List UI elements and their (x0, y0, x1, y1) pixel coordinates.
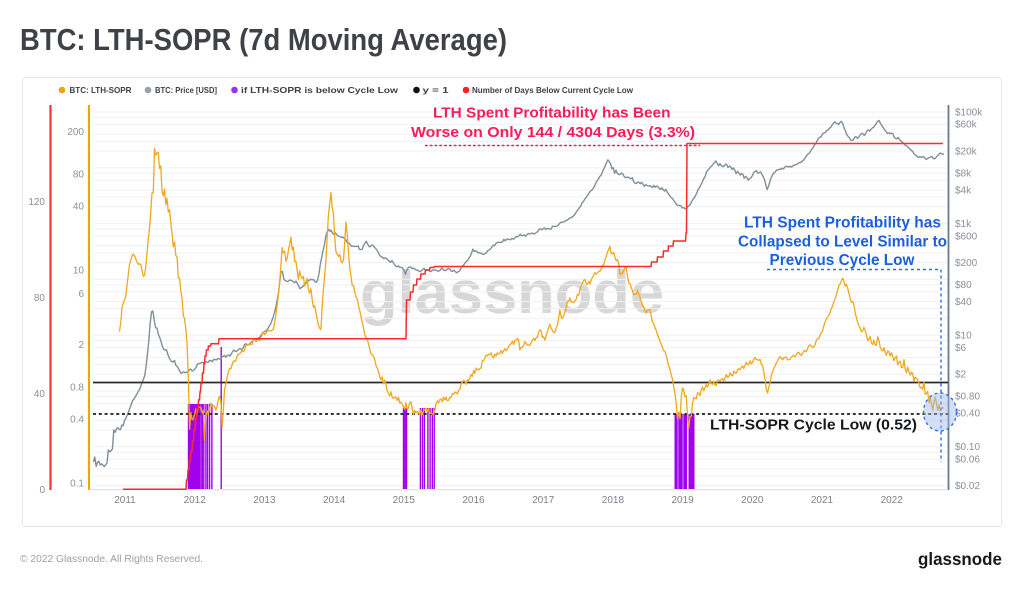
svg-text:2019: 2019 (671, 495, 694, 506)
svg-text:40: 40 (73, 202, 85, 213)
svg-text:Previous Cycle Low: Previous Cycle Low (770, 252, 916, 269)
svg-text:2014: 2014 (323, 495, 346, 506)
svg-text:80: 80 (73, 170, 85, 181)
svg-text:120: 120 (28, 197, 45, 208)
svg-text:LTH Spent Profitability has Be: LTH Spent Profitability has Been (433, 106, 671, 122)
svg-text:2020: 2020 (741, 495, 764, 506)
svg-text:2016: 2016 (462, 495, 485, 506)
svg-text:10: 10 (73, 266, 85, 277)
svg-text:0: 0 (39, 485, 45, 496)
svg-text:6: 6 (78, 289, 84, 300)
svg-text:© 2022 Glassnode. All Rights R: © 2022 Glassnode. All Rights Reserved. (20, 554, 203, 565)
svg-text:$2: $2 (955, 370, 967, 381)
svg-text:$80: $80 (955, 280, 972, 291)
svg-text:$40: $40 (955, 297, 972, 308)
svg-text:$0.06: $0.06 (955, 455, 980, 466)
svg-text:$8k: $8k (955, 169, 972, 180)
svg-text:2018: 2018 (602, 495, 625, 506)
svg-text:$100k: $100k (955, 107, 983, 118)
svg-text:2015: 2015 (393, 495, 416, 506)
svg-text:2017: 2017 (532, 495, 555, 506)
svg-text:y = 1: y = 1 (423, 85, 449, 95)
svg-text:40: 40 (34, 389, 46, 400)
svg-text:$1k: $1k (955, 219, 972, 230)
svg-text:$0.80: $0.80 (955, 392, 980, 403)
svg-text:$6: $6 (955, 343, 967, 354)
svg-text:LTH Spent Profitability has: LTH Spent Profitability has (744, 215, 941, 232)
svg-text:2011: 2011 (114, 495, 136, 506)
svg-text:$20k: $20k (955, 146, 978, 157)
svg-text:0.4: 0.4 (70, 414, 84, 425)
svg-text:LTH-SOPR Cycle Low (0.52): LTH-SOPR Cycle Low (0.52) (710, 417, 917, 434)
svg-text:200: 200 (67, 127, 84, 138)
svg-text:$10: $10 (955, 331, 972, 342)
svg-text:80: 80 (34, 293, 46, 304)
svg-text:2013: 2013 (253, 495, 276, 506)
svg-text:$4k: $4k (955, 185, 972, 196)
svg-text:2022: 2022 (881, 495, 904, 506)
svg-text:glassnode: glassnode (918, 549, 1002, 569)
svg-text:$600: $600 (955, 231, 978, 242)
svg-text:0.8: 0.8 (70, 382, 84, 393)
svg-text:2: 2 (78, 340, 84, 351)
svg-text:Collapsed to Level Similar to: Collapsed to Level Similar to (738, 233, 947, 250)
svg-text:Worse on Only 144 / 4304 Days: Worse on Only 144 / 4304 Days (3.3%) (411, 125, 695, 141)
svg-text:BTC: Price [USD]: BTC: Price [USD] (155, 85, 217, 95)
svg-text:2012: 2012 (184, 495, 207, 506)
svg-text:$0.02: $0.02 (955, 481, 980, 492)
svg-text:$0.40: $0.40 (955, 409, 980, 420)
svg-text:Number of Days Below Current C: Number of Days Below Current Cycle Low (472, 85, 633, 95)
svg-text:BTC: LTH-SOPR (7d Moving Avera: BTC: LTH-SOPR (7d Moving Average) (20, 22, 507, 57)
svg-text:BTC: LTH-SOPR: BTC: LTH-SOPR (70, 85, 132, 95)
svg-text:2021: 2021 (811, 495, 834, 506)
svg-text:if LTH-SOPR is below Cycle Low: if LTH-SOPR is below Cycle Low (241, 85, 398, 95)
svg-text:0.1: 0.1 (70, 478, 84, 489)
svg-text:$0.10: $0.10 (955, 442, 980, 453)
svg-text:$60k: $60k (955, 120, 978, 131)
svg-text:$200: $200 (955, 258, 978, 269)
